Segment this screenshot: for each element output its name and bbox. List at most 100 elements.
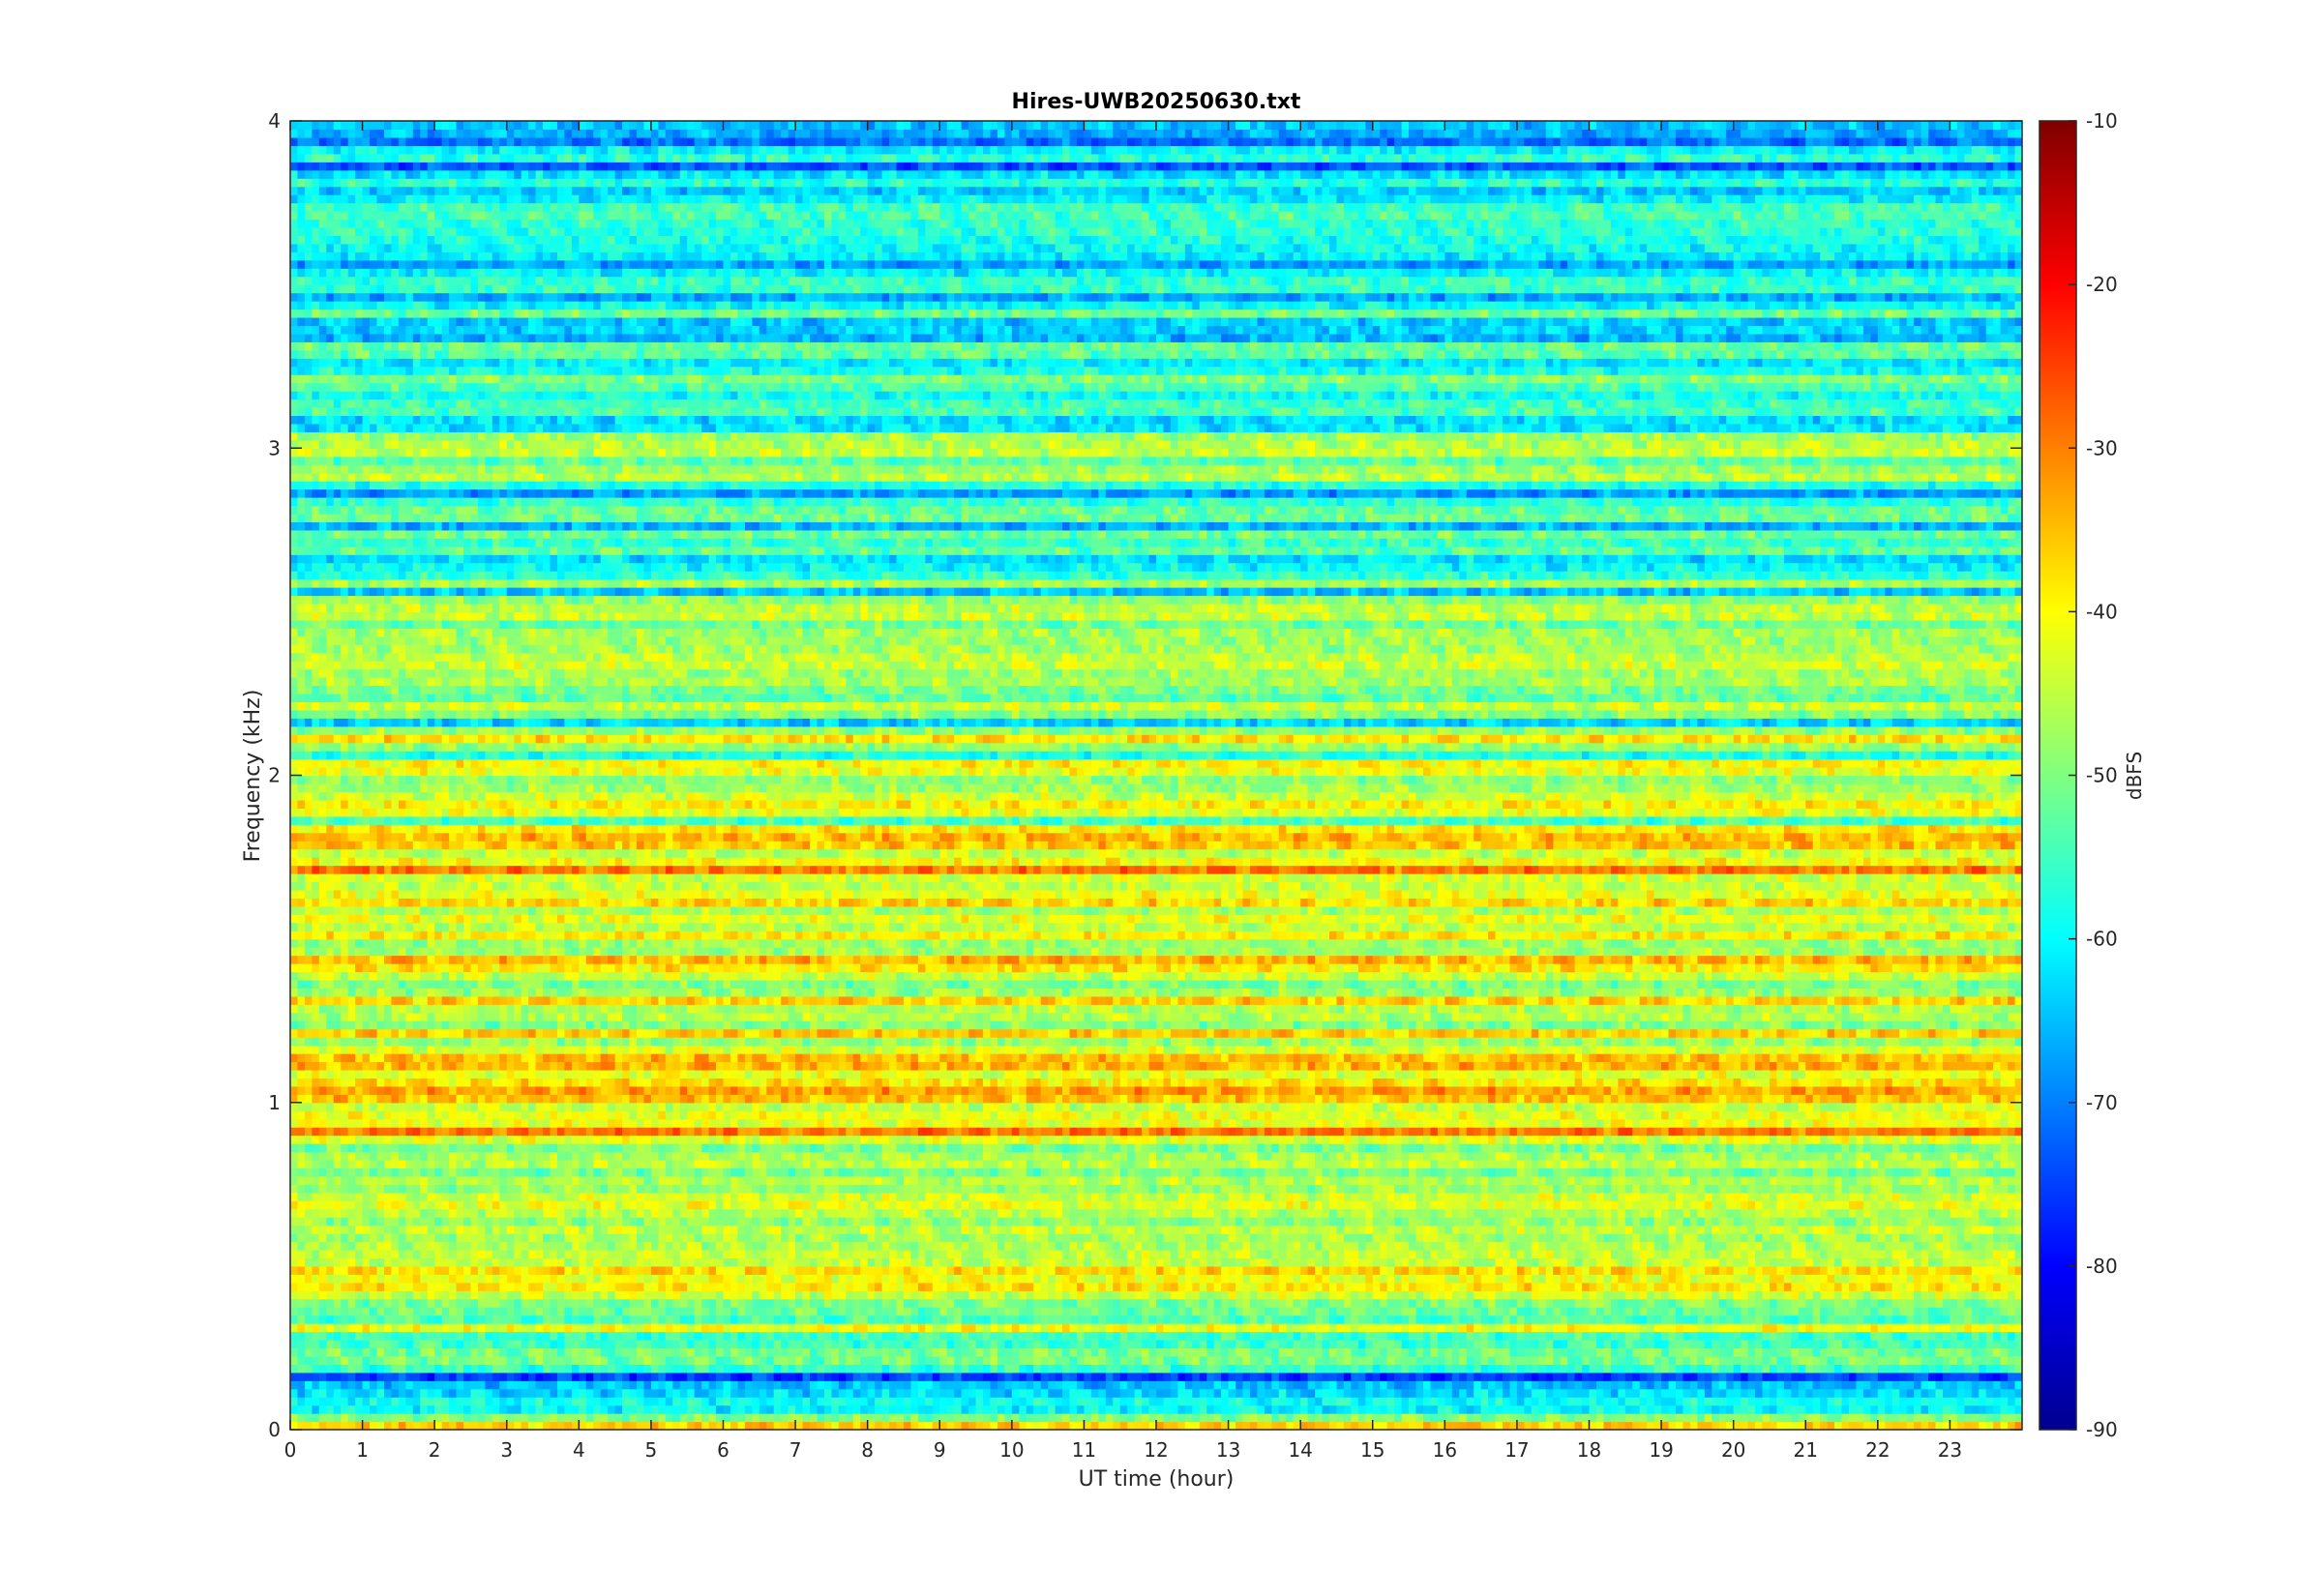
heatmap-cell	[1907, 1332, 1915, 1341]
heatmap-cell	[1993, 1373, 2001, 1381]
heatmap-cell	[853, 1347, 861, 1356]
heatmap-cell	[1416, 1347, 1424, 1356]
heatmap-cell	[1163, 1405, 1171, 1414]
heatmap-cell	[377, 1347, 385, 1356]
heatmap-cell	[1784, 1422, 1792, 1431]
heatmap-cell	[1250, 1373, 1258, 1381]
heatmap-cell	[918, 1315, 926, 1324]
heatmap-cell	[1538, 1332, 1546, 1341]
heatmap-cell	[1380, 1373, 1387, 1381]
heatmap-cell	[925, 1340, 933, 1348]
heatmap-cell	[1950, 1380, 1957, 1389]
heatmap-cell	[882, 1364, 890, 1373]
heatmap-cell	[1517, 1413, 1525, 1422]
heatmap-cell	[384, 1323, 392, 1332]
heatmap-cell	[1062, 1347, 1070, 1356]
heatmap-cell	[1358, 1373, 1366, 1381]
heatmap-cell	[658, 1315, 666, 1324]
heatmap-cell	[1200, 1413, 1207, 1422]
heatmap-cell	[622, 1332, 630, 1341]
heatmap-cell	[1365, 1356, 1373, 1365]
heatmap-cell	[1943, 1405, 1950, 1414]
heatmap-cell	[528, 1323, 536, 1332]
heatmap-cell	[2001, 1332, 2009, 1341]
heatmap-cell	[334, 1397, 342, 1405]
heatmap-cell	[1741, 1373, 1748, 1381]
heatmap-cell	[1423, 1413, 1431, 1422]
heatmap-cell	[1964, 1422, 1972, 1431]
heatmap-cell	[1394, 1373, 1402, 1381]
heatmap-cell	[1532, 1340, 1539, 1348]
heatmap-cell	[1265, 1413, 1272, 1422]
heatmap-cell	[457, 1380, 464, 1389]
heatmap-cell	[1553, 1422, 1561, 1431]
heatmap-cell	[2001, 1413, 2009, 1422]
heatmap-cell	[499, 1340, 507, 1348]
heatmap-cell	[1027, 1380, 1034, 1389]
heatmap-cell	[1986, 1373, 1994, 1381]
heatmap-cell	[1509, 1380, 1517, 1389]
heatmap-cell	[1726, 1340, 1734, 1348]
heatmap-cell	[1546, 1413, 1554, 1422]
heatmap-cell	[1770, 1332, 1777, 1341]
heatmap-cell	[2008, 1422, 2015, 1431]
heatmap-cell	[1755, 1340, 1763, 1348]
heatmap-cell	[1632, 1332, 1640, 1341]
heatmap-cell	[1690, 1315, 1698, 1324]
heatmap-cell	[1070, 1323, 1078, 1332]
heatmap-cell	[947, 1413, 955, 1422]
heatmap-cell	[1344, 1422, 1352, 1431]
heatmap-cell	[666, 1323, 673, 1332]
heatmap-cell	[478, 1307, 486, 1315]
heatmap-cell	[1048, 1356, 1056, 1365]
heatmap-cell	[781, 1323, 789, 1332]
heatmap-cell	[651, 1332, 659, 1341]
heatmap-cell	[831, 1380, 839, 1389]
heatmap-cell	[781, 1389, 789, 1398]
heatmap-cell	[1950, 1347, 1957, 1356]
heatmap-cell	[1892, 1389, 1900, 1398]
heatmap-cell	[297, 1373, 305, 1381]
heatmap-cell	[1661, 1364, 1669, 1373]
heatmap-cell	[831, 1340, 839, 1348]
heatmap-cell	[1776, 1422, 1784, 1431]
heatmap-cell	[593, 1356, 601, 1365]
heatmap-cell	[925, 1332, 933, 1341]
heatmap-cell	[557, 1332, 565, 1341]
heatmap-cell	[1979, 1347, 1986, 1356]
heatmap-cell	[1027, 1422, 1034, 1431]
heatmap-cell	[1943, 1347, 1950, 1356]
heatmap-cell	[1863, 1380, 1871, 1389]
heatmap-cell	[1027, 1340, 1034, 1348]
heatmap-cell	[1481, 1405, 1489, 1414]
heatmap-cell	[1265, 1356, 1272, 1365]
heatmap-cell	[724, 1332, 731, 1341]
heatmap-cell	[954, 1373, 962, 1381]
heatmap-cell	[954, 1347, 962, 1356]
heatmap-cell	[695, 1397, 702, 1405]
heatmap-cell	[897, 1364, 905, 1373]
heatmap-cell	[1286, 1397, 1294, 1405]
heatmap-cell	[1921, 1315, 1929, 1324]
heatmap-cell	[1019, 1347, 1027, 1356]
heatmap-cell	[1640, 1405, 1648, 1414]
heatmap-cell	[1084, 1373, 1091, 1381]
heatmap-cell	[1640, 1356, 1648, 1365]
heatmap-cell	[817, 1332, 824, 1341]
heatmap-cell	[1697, 1340, 1705, 1348]
heatmap-cell	[1734, 1405, 1742, 1414]
heatmap-cell	[1690, 1397, 1698, 1405]
heatmap-cell	[1481, 1413, 1489, 1422]
heatmap-cell	[463, 1347, 471, 1356]
heatmap-cell	[897, 1315, 905, 1324]
heatmap-cell	[954, 1356, 962, 1365]
heatmap-cell	[1062, 1397, 1070, 1405]
heatmap-cell	[1676, 1356, 1683, 1365]
heatmap-cell	[305, 1422, 313, 1431]
heatmap-cell	[1748, 1405, 1756, 1414]
heatmap-cell	[701, 1315, 709, 1324]
heatmap-cell	[810, 1323, 818, 1332]
heatmap-cell	[1444, 1323, 1452, 1332]
heatmap-cell	[1185, 1397, 1193, 1405]
heatmap-cell	[399, 1389, 406, 1398]
